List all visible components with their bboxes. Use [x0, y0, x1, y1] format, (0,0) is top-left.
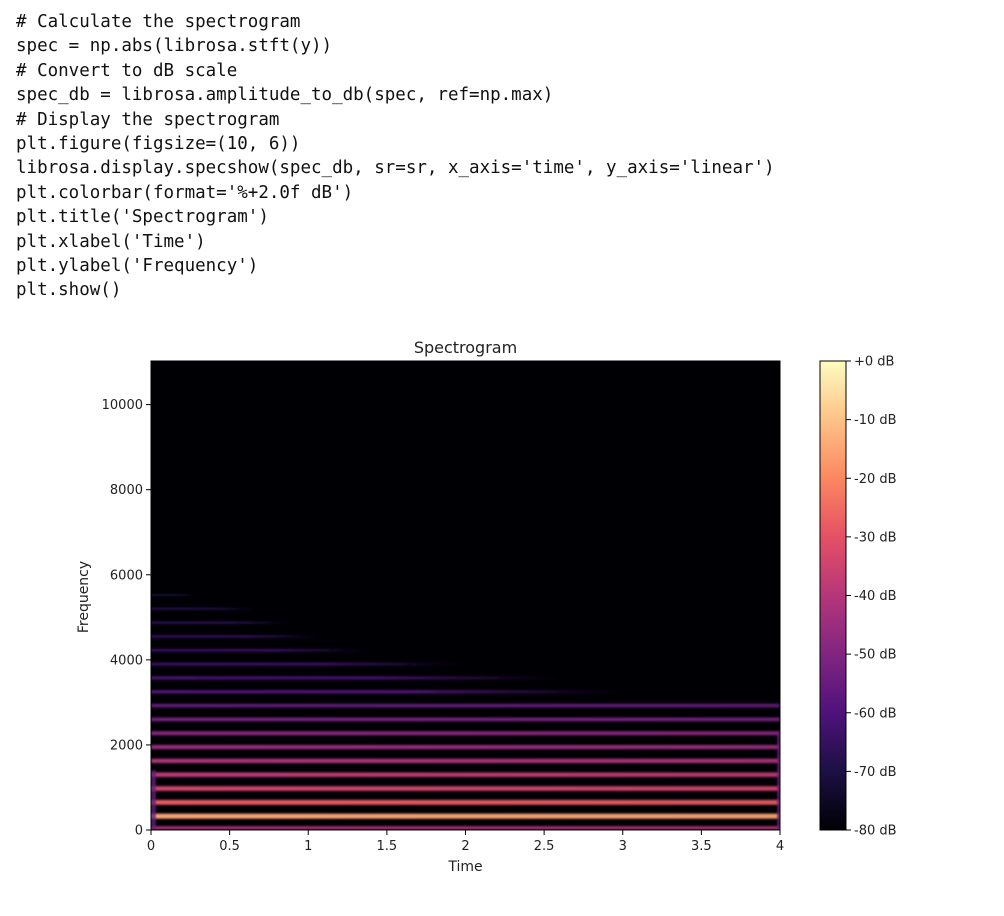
harmonic-band [151, 676, 560, 680]
x-tick-label: 3.5 [691, 839, 712, 854]
x-tick-label: 0.5 [219, 839, 240, 854]
harmonic-band [151, 662, 466, 666]
harmonic-band [151, 593, 199, 597]
code-line: # Convert to dB scale [16, 60, 238, 81]
colorbar-tick-label: -10 dB [854, 413, 897, 428]
colorbar-tick-label: +0 dB [854, 355, 894, 370]
x-tick-label: 2 [461, 839, 469, 854]
onset-transient [151, 770, 156, 830]
harmonic-band [151, 745, 780, 750]
code-line: spec = np.abs(librosa.stft(y)) [16, 36, 333, 57]
harmonic-band [151, 690, 623, 694]
x-tick-label: 1.5 [377, 839, 398, 854]
harmonic-band [151, 621, 293, 624]
colorbar-tick-label: -60 dB [854, 706, 897, 721]
offset-transient [776, 732, 780, 830]
code-line: spec_db = librosa.amplitude_to_db(spec, … [16, 85, 554, 106]
code-cell: # Calculate the spectrogram spec = np.abs… [16, 10, 775, 303]
y-tick-label: 0 [135, 824, 143, 839]
y-tick-label: 10000 [102, 398, 143, 413]
spectrogram-background [151, 361, 780, 830]
chart-title: Spectrogram [414, 338, 517, 357]
y-axis: 0 2000 4000 6000 8000 10000 [102, 398, 151, 839]
x-tick-label: 1 [304, 839, 312, 854]
harmonic-band [151, 607, 262, 610]
colorbar-tick-label: -80 dB [854, 824, 897, 839]
y-axis-label: Frequency [76, 561, 92, 633]
code-line: # Display the spectrogram [16, 109, 280, 130]
harmonic-band [151, 717, 780, 722]
x-tick-label: 0 [147, 839, 155, 854]
x-tick-label: 3 [619, 839, 627, 854]
colorbar: +0 dB -10 dB -20 dB -30 dB -40 dB -50 dB -60 d… [819, 355, 897, 839]
code-line: plt.colorbar(format='%+2.0f dB') [16, 182, 354, 203]
harmonic-band [151, 648, 372, 652]
colorbar-scale [819, 360, 847, 831]
x-tick-label: 2.5 [534, 839, 555, 854]
harmonic-band [151, 772, 780, 777]
fundamental-band [151, 826, 780, 830]
code-line: # Calculate the spectrogram [16, 12, 301, 32]
plot-area [150, 360, 781, 831]
code-line: plt.title('Spectrogram') [16, 207, 269, 228]
code-line: librosa.display.specshow(spec_db, sr=sr,… [16, 158, 775, 179]
y-tick-label: 2000 [110, 738, 143, 753]
colorbar-tick-label: -30 dB [854, 530, 897, 545]
colorbar-tick-label: -70 dB [854, 765, 897, 780]
colorbar-tick-label: -50 dB [854, 648, 897, 663]
y-tick-label: 6000 [110, 568, 143, 583]
harmonic-band [151, 786, 780, 791]
colorbar-ticks: +0 dB -10 dB -20 dB -30 dB -40 dB -50 dB -60 d… [846, 355, 897, 839]
harmonic-band [151, 731, 780, 736]
harmonic-band [151, 813, 780, 819]
harmonic-band [151, 758, 780, 764]
colorbar-tick-label: -20 dB [854, 472, 897, 487]
code-line: plt.show() [16, 280, 122, 301]
code-line: plt.ylabel('Frequency') [16, 255, 259, 276]
harmonic-band [151, 703, 780, 708]
x-axis: 0 0.5 1 1.5 2 2.5 3 3.5 4 [147, 830, 784, 854]
colorbar-tick-label: -40 dB [854, 589, 897, 604]
code-line: plt.xlabel('Time') [16, 231, 206, 252]
y-tick-label: 8000 [110, 483, 143, 498]
harmonic-bands [151, 593, 780, 830]
harmonic-band [151, 635, 324, 638]
code-line: plt.figure(figsize=(10, 6)) [16, 133, 301, 154]
y-tick-label: 4000 [110, 653, 143, 668]
x-tick-label: 4 [776, 839, 784, 854]
x-axis-label: Time [447, 859, 482, 875]
harmonic-band [151, 799, 780, 805]
